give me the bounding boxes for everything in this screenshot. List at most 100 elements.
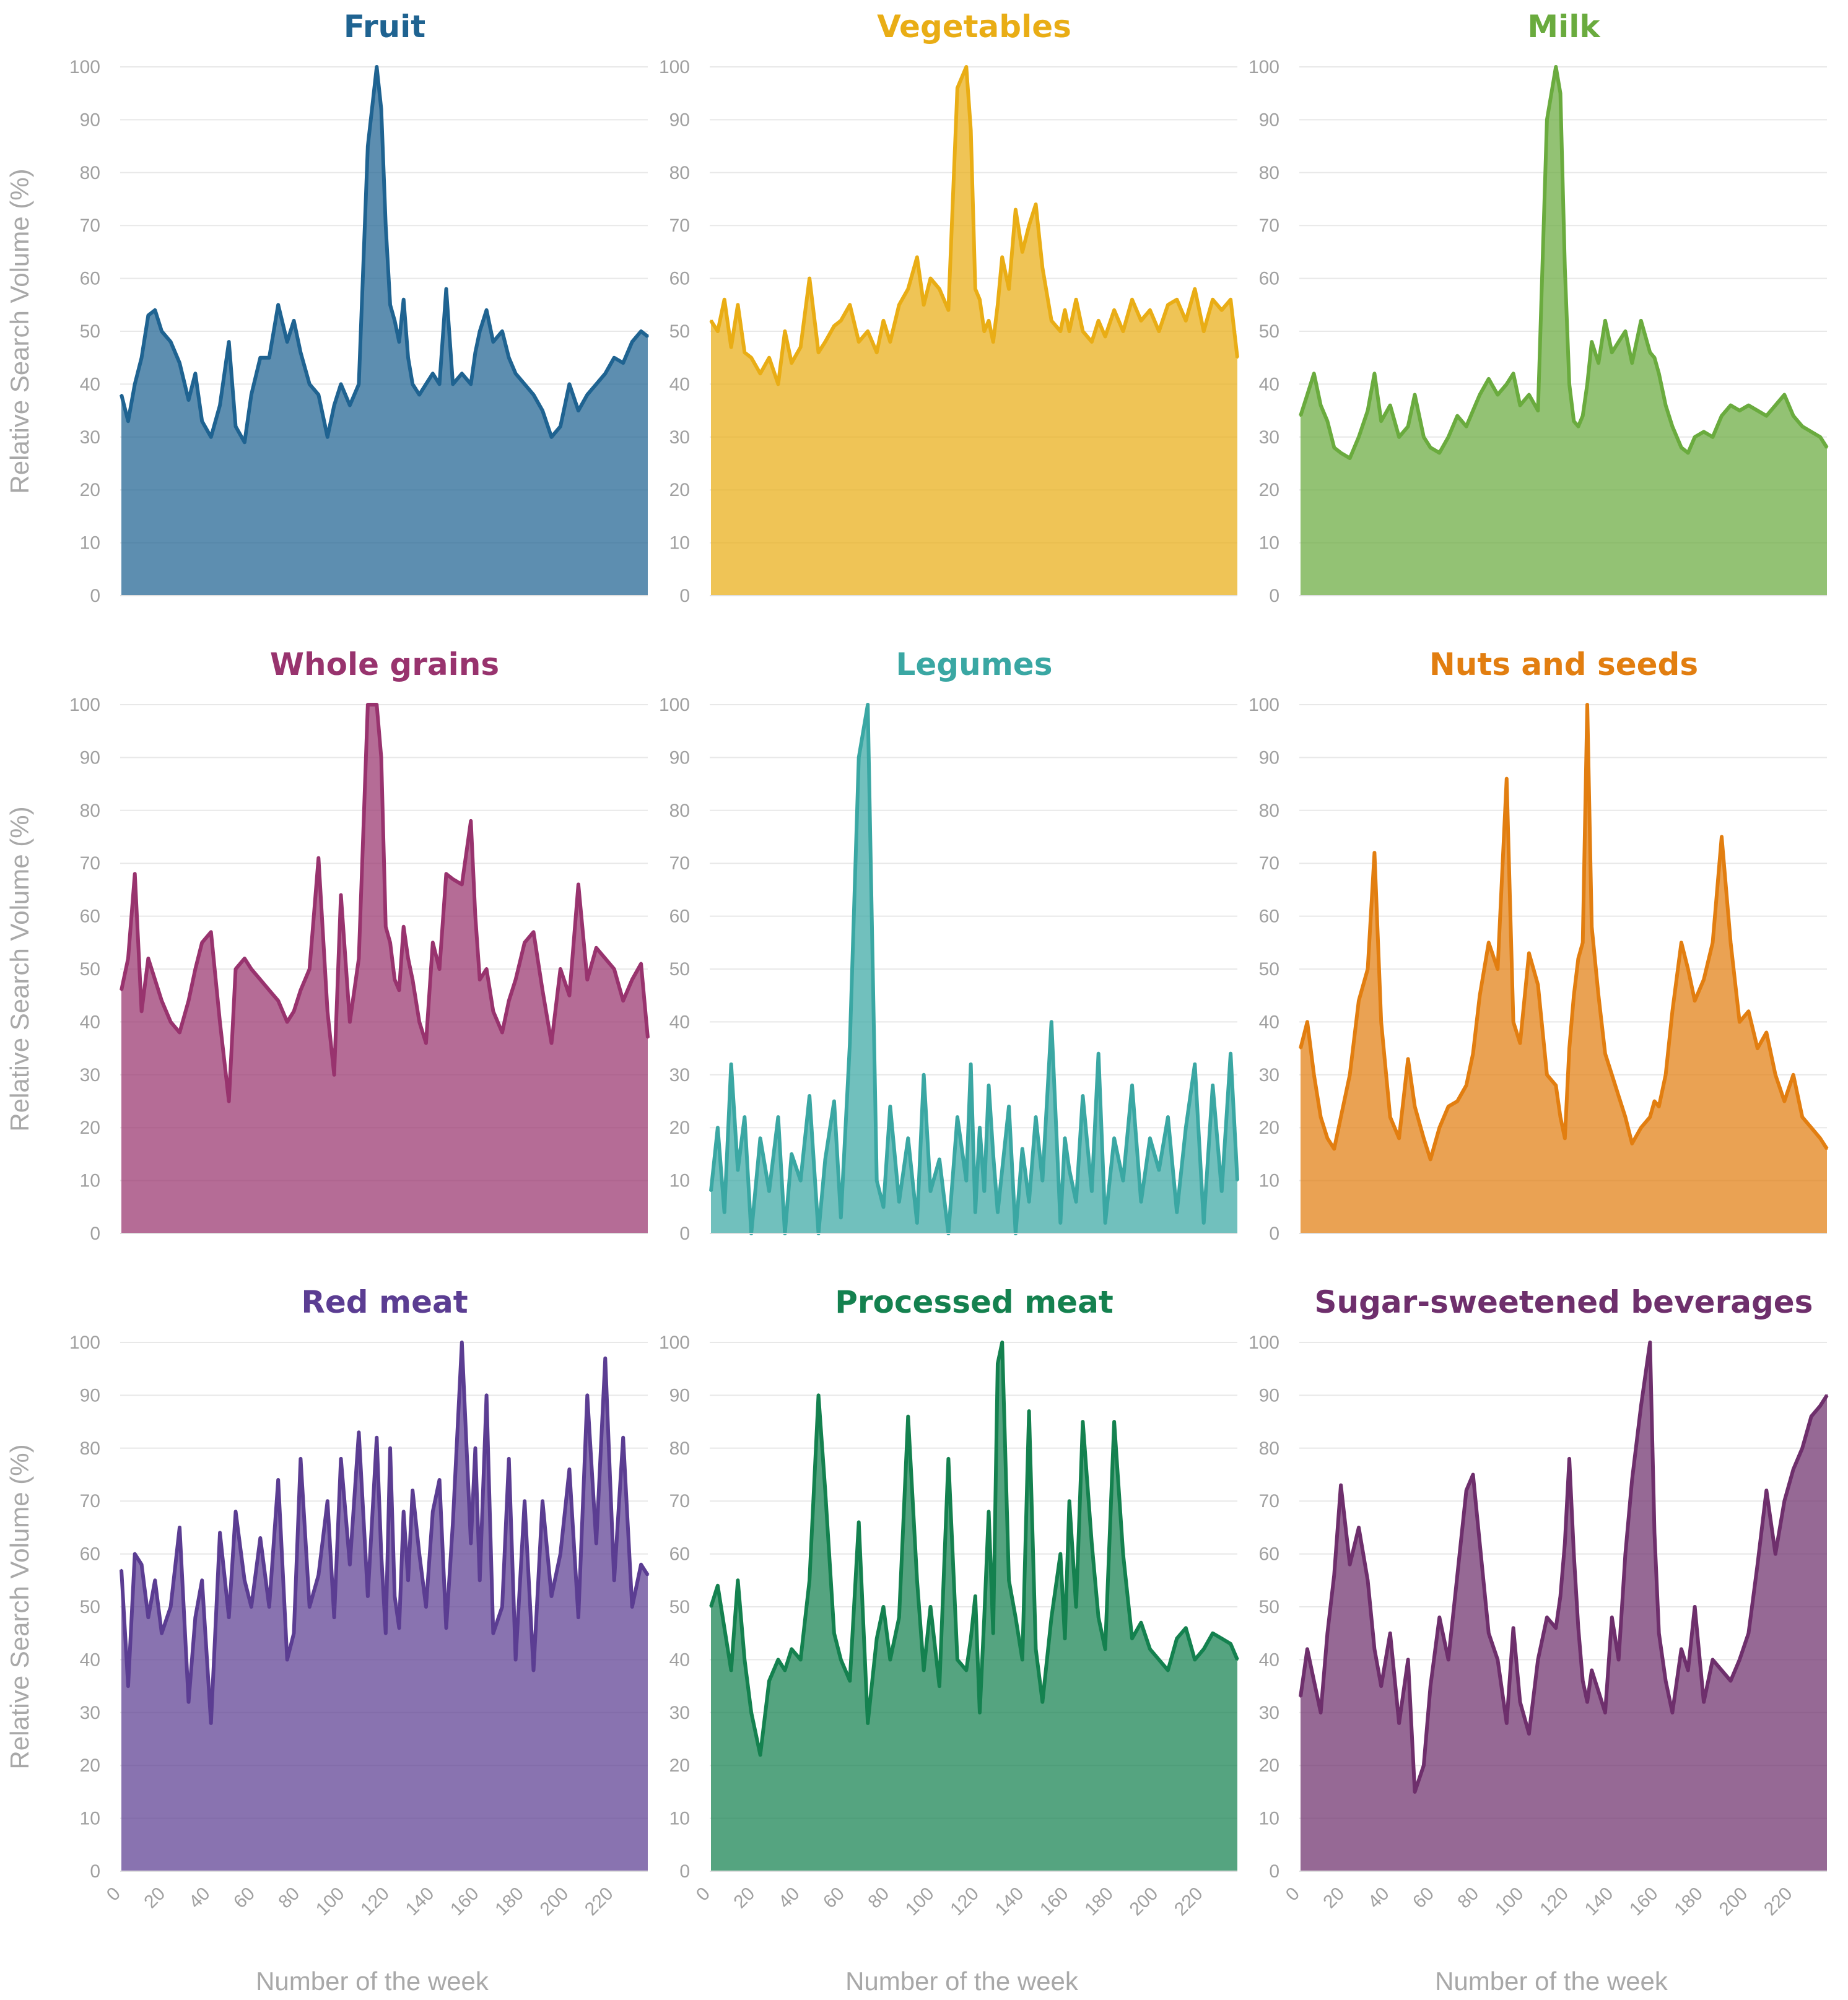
data-point — [1649, 1116, 1651, 1118]
data-point — [1512, 372, 1515, 375]
data-point — [219, 404, 221, 407]
data-point — [515, 1658, 517, 1661]
data-point — [1373, 851, 1375, 854]
y-tick-label: 20 — [1259, 480, 1279, 500]
data-point — [1131, 1084, 1133, 1087]
data-point — [1618, 341, 1620, 343]
data-point — [1398, 1722, 1400, 1724]
data-point — [210, 436, 212, 438]
x-tick-label: 0 — [103, 1884, 124, 1905]
data-point — [1546, 118, 1548, 121]
data-point — [1429, 446, 1432, 449]
data-point — [1577, 425, 1580, 428]
data-point — [1299, 415, 1302, 417]
data-point — [438, 383, 441, 385]
data-point — [210, 1722, 212, 1724]
data-point — [1008, 1105, 1010, 1108]
data-point — [445, 1627, 447, 1629]
y-tick-label: 0 — [1269, 1861, 1279, 1882]
data-point — [469, 1542, 472, 1545]
data-point — [1175, 1637, 1178, 1640]
data-point — [1320, 1711, 1322, 1714]
y-tick-label: 70 — [80, 1491, 100, 1511]
data-point — [1113, 1137, 1115, 1139]
data-point — [965, 1669, 967, 1671]
data-point — [1326, 420, 1328, 422]
data-point — [848, 1042, 851, 1045]
x-tick-label: 180 — [1081, 1884, 1117, 1920]
data-point — [403, 298, 405, 301]
y-tick-label: 10 — [80, 1809, 100, 1829]
y-tick-label: 90 — [1259, 1385, 1279, 1406]
data-point — [768, 1680, 770, 1682]
data-point — [1122, 330, 1125, 333]
data-point — [1028, 1410, 1031, 1412]
data-point — [1407, 425, 1410, 428]
data-point — [486, 968, 488, 970]
data-point — [474, 351, 476, 354]
data-point — [1041, 267, 1044, 269]
data-point — [717, 1126, 719, 1129]
x-axis-label: Number of the week — [256, 1967, 489, 1996]
data-point — [1528, 952, 1530, 954]
data-point — [147, 957, 149, 960]
data-point — [160, 999, 163, 1002]
data-point — [559, 968, 562, 970]
data-point — [983, 330, 985, 333]
data-point — [385, 1632, 387, 1635]
data-point — [479, 330, 481, 333]
data-point — [1389, 1632, 1392, 1635]
data-point — [800, 1180, 802, 1182]
data-point — [1478, 994, 1481, 997]
data-point — [1059, 1553, 1061, 1555]
data-point — [1068, 1500, 1071, 1502]
data-point — [1586, 383, 1589, 385]
data-point — [970, 1637, 972, 1640]
data-point — [127, 957, 129, 960]
y-tick-label: 70 — [669, 215, 690, 236]
data-point — [974, 1595, 977, 1598]
data-point — [1720, 415, 1723, 417]
data-point — [1801, 1447, 1803, 1450]
data-point — [1577, 1627, 1580, 1629]
y-tick-label: 10 — [669, 1809, 690, 1829]
data-point — [243, 1579, 246, 1581]
x-tick-label: 40 — [1364, 1884, 1393, 1913]
data-point — [474, 915, 476, 918]
data-point — [1167, 1116, 1169, 1118]
data-point — [1358, 1526, 1360, 1529]
data-point — [411, 383, 414, 385]
x-tick-label: 120 — [946, 1884, 983, 1920]
data-point — [1720, 1669, 1723, 1671]
data-point — [808, 1095, 811, 1097]
data-point — [929, 277, 931, 280]
data-point — [1765, 415, 1767, 417]
data-point — [1478, 393, 1481, 396]
data-point — [393, 320, 396, 322]
data-point — [992, 1153, 995, 1155]
y-tick-label: 70 — [80, 215, 100, 236]
data-point — [996, 303, 999, 306]
data-point — [127, 1685, 129, 1687]
data-point — [317, 393, 320, 396]
data-point — [1528, 1733, 1530, 1735]
data-point — [1559, 1116, 1562, 1118]
data-point — [134, 383, 136, 385]
y-tick-label: 80 — [669, 163, 690, 183]
y-tick-label: 50 — [80, 321, 100, 342]
data-point — [201, 420, 203, 422]
panel-processed-meat: Processed meat 0 10 20 30 40 50 60 70 80 90 100 0 20 4… — [659, 1284, 1239, 1996]
data-point — [1113, 309, 1115, 311]
data-point — [407, 1579, 409, 1581]
y-axis-label: Relative Search Volume (%) — [5, 168, 34, 493]
data-point — [1582, 1680, 1584, 1682]
data-point — [1423, 1764, 1425, 1767]
data-point — [501, 1031, 503, 1033]
data-point — [1193, 1658, 1196, 1661]
data-point — [978, 1711, 981, 1714]
data-point — [1792, 415, 1795, 417]
data-point — [1747, 404, 1750, 407]
panel-title-sugar-sweetened-beverages: Sugar-sweetened beverages — [1315, 1284, 1813, 1320]
data-point — [965, 66, 967, 68]
data-point — [1783, 1500, 1785, 1502]
